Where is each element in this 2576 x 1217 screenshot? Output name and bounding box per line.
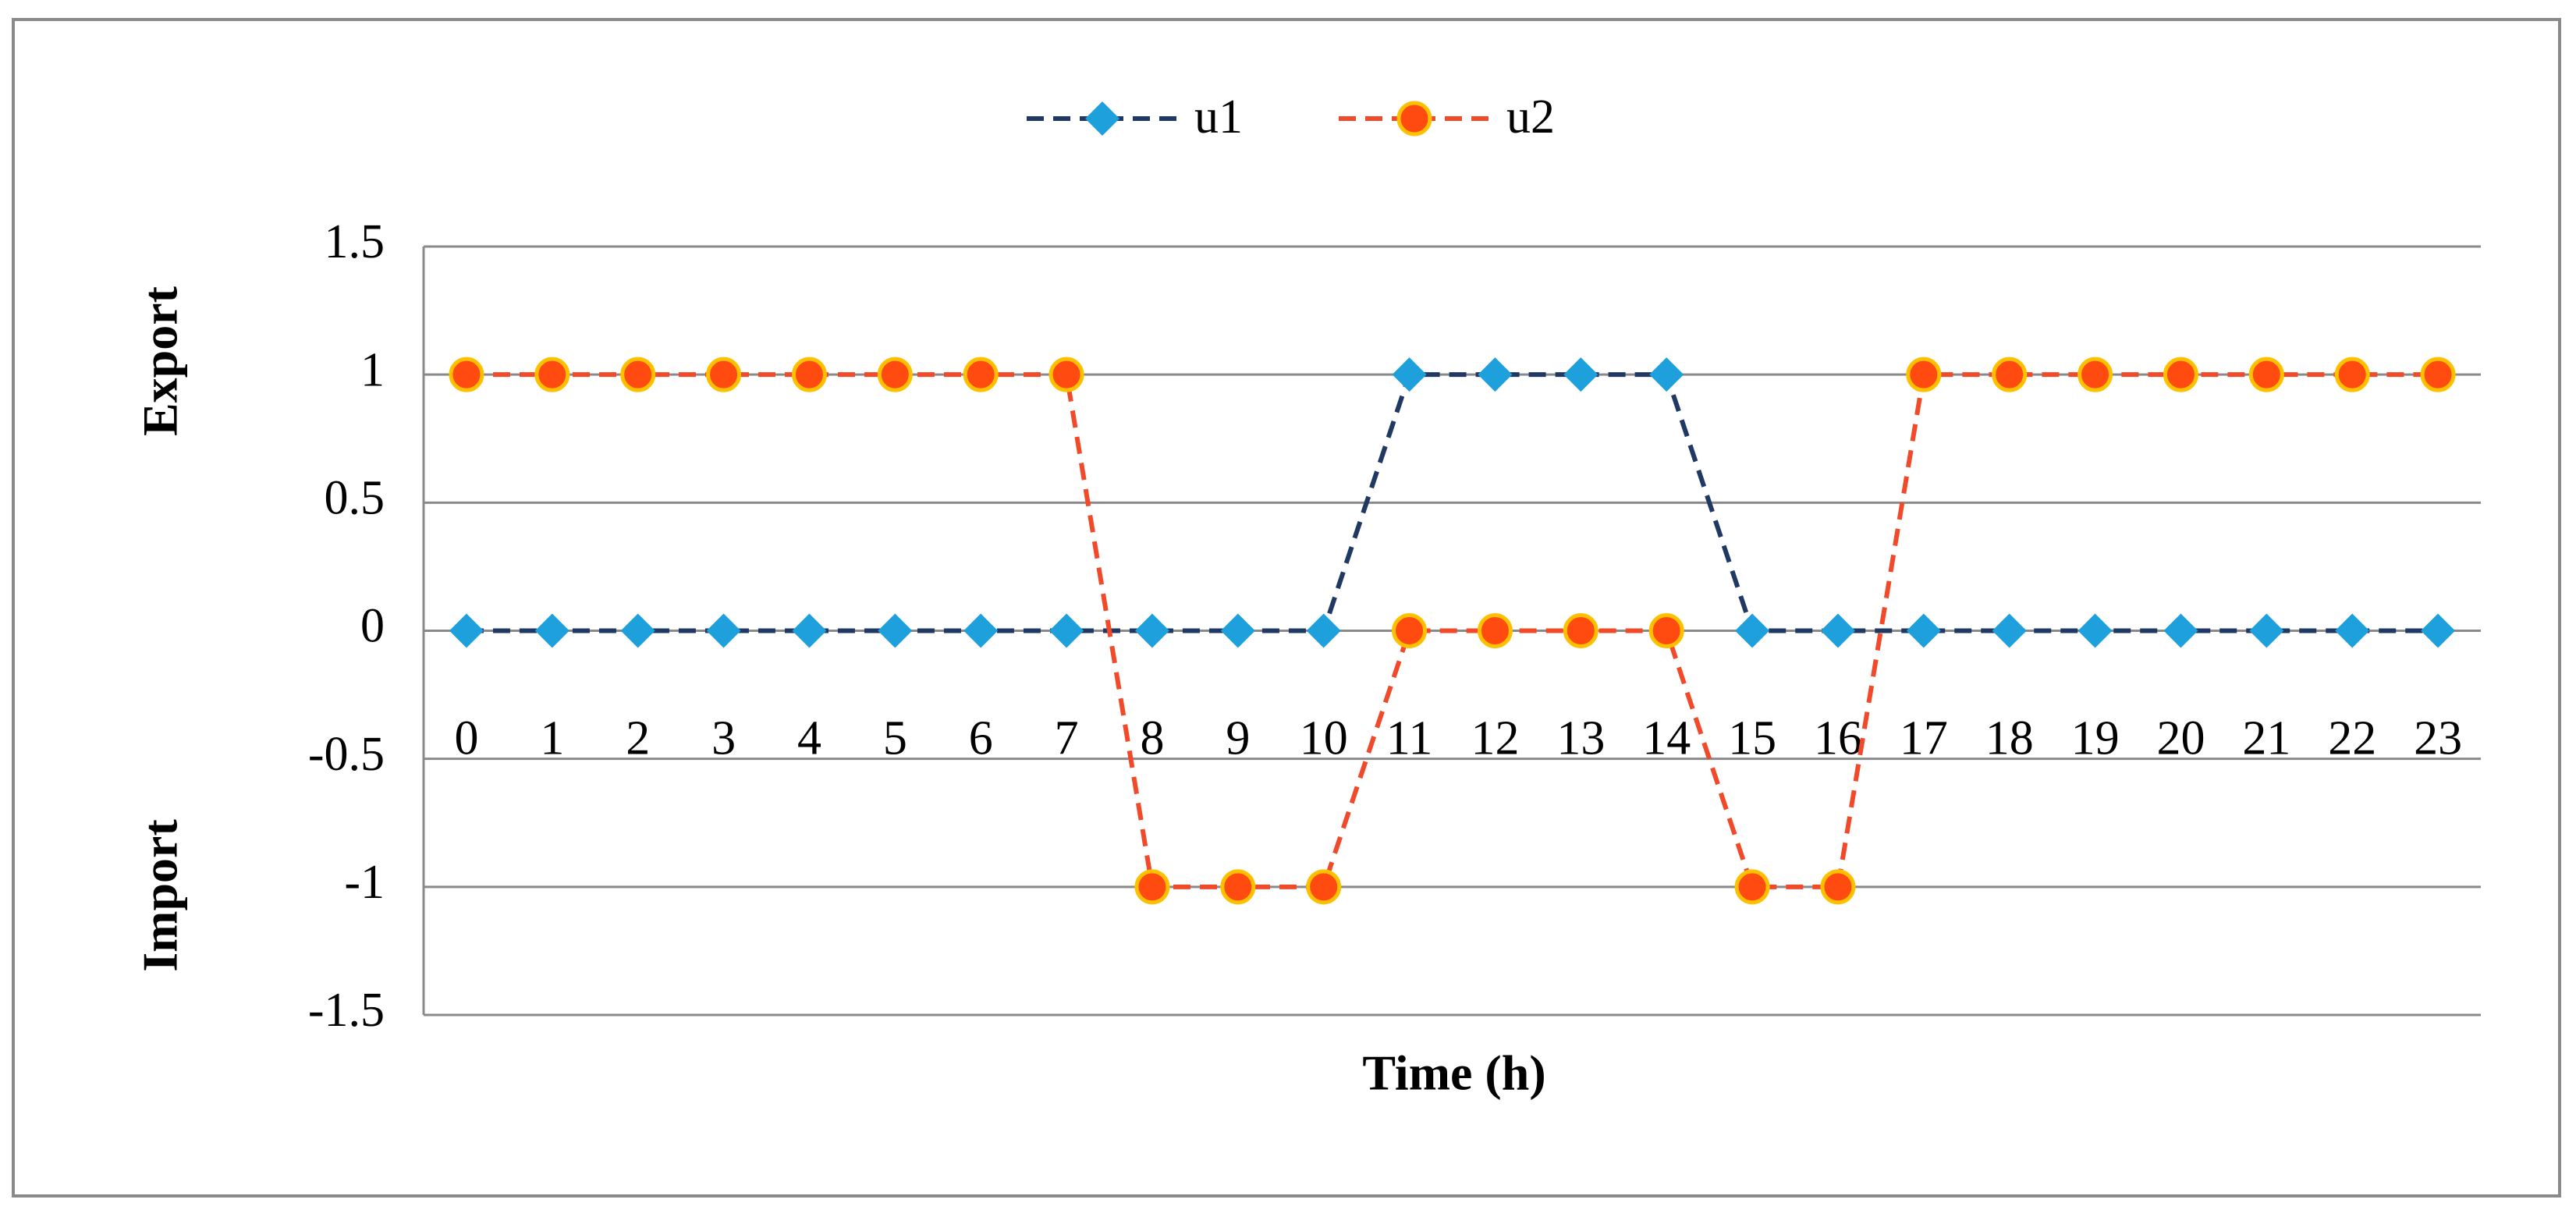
x-tick-label: 5 <box>883 712 907 765</box>
point <box>1906 613 1941 648</box>
point <box>2249 613 2284 648</box>
x-tick-label: 9 <box>1226 712 1250 765</box>
point <box>2163 357 2198 392</box>
point <box>2163 613 2198 648</box>
point <box>2248 357 2284 392</box>
x-tick-label: 1 <box>540 712 564 765</box>
point <box>878 613 913 648</box>
x-tick-label: 7 <box>1055 712 1079 765</box>
y-tick-label: 1.5 <box>325 215 385 268</box>
point <box>706 613 741 648</box>
point <box>2420 357 2456 392</box>
point <box>620 357 656 392</box>
x-tick-label: 2 <box>626 712 650 765</box>
point <box>963 613 999 648</box>
x-tick-label: 6 <box>969 712 993 765</box>
x-tick-label: 15 <box>1728 712 1776 765</box>
y-axis-title: Export <box>133 286 188 436</box>
x-tick-label: 22 <box>2328 712 2376 765</box>
point <box>877 357 913 392</box>
point <box>1306 869 1342 905</box>
x-tick-label: 21 <box>2242 712 2290 765</box>
point <box>1992 613 2027 648</box>
y-tick-label: 0 <box>360 600 385 653</box>
point <box>1478 357 1513 392</box>
point <box>1906 357 1942 392</box>
point <box>534 357 570 392</box>
point <box>1563 357 1598 392</box>
point <box>2335 613 2370 648</box>
x-tick-label: 16 <box>1814 712 1862 765</box>
x-tick-label: 10 <box>1300 712 1348 765</box>
y-tick-label: 0.5 <box>325 472 385 525</box>
x-tick-label: 3 <box>711 712 736 765</box>
point <box>2334 357 2370 392</box>
legend-label: u1 <box>1194 90 1243 144</box>
legend-label: u2 <box>1506 90 1555 144</box>
point <box>1392 357 1427 392</box>
point <box>449 613 484 648</box>
point <box>1648 613 1684 648</box>
point <box>1820 869 1856 905</box>
x-tick-label: 17 <box>1900 712 1948 765</box>
x-tick-label: 18 <box>1985 712 2034 765</box>
point <box>1820 613 1855 648</box>
y-tick-label: -1 <box>344 856 385 909</box>
x-tick-label: 11 <box>1386 712 1433 765</box>
x-tick-label: 12 <box>1471 712 1519 765</box>
point <box>620 613 655 648</box>
point <box>1649 357 1684 392</box>
point <box>791 357 827 392</box>
point <box>2077 357 2113 392</box>
y-tick-label: 1 <box>360 343 385 396</box>
legend-marker <box>1396 101 1432 137</box>
point <box>1134 613 1169 648</box>
x-tick-label: 13 <box>1556 712 1605 765</box>
point <box>1392 613 1428 648</box>
x-axis-title: Time (h) <box>1362 1045 1545 1101</box>
x-tick-label: 23 <box>2414 712 2462 765</box>
point <box>706 357 742 392</box>
x-tick-label: 4 <box>797 712 821 765</box>
point <box>2077 613 2113 648</box>
point <box>534 613 569 648</box>
point <box>1134 869 1170 905</box>
legend-marker <box>1085 101 1119 136</box>
y-tick-label: -0.5 <box>308 728 385 781</box>
y-tick-label: -1.5 <box>308 984 385 1037</box>
x-tick-label: 0 <box>454 712 478 765</box>
point <box>1306 613 1341 648</box>
point <box>963 357 999 392</box>
point <box>449 357 484 392</box>
chart-border <box>12 18 2561 1197</box>
point <box>1220 613 1255 648</box>
x-tick-label: 20 <box>2156 712 2205 765</box>
point <box>2421 613 2456 648</box>
point <box>1048 357 1084 392</box>
point <box>1734 869 1770 905</box>
point <box>1992 357 2028 392</box>
point <box>1049 613 1084 648</box>
point <box>1563 613 1598 648</box>
point <box>792 613 827 648</box>
x-tick-label: 14 <box>1642 712 1691 765</box>
point <box>1477 613 1513 648</box>
point <box>1220 869 1256 905</box>
x-tick-label: 19 <box>2071 712 2120 765</box>
y-axis-title: Import <box>133 819 188 972</box>
point <box>1735 613 1770 648</box>
x-tick-label: 8 <box>1140 712 1164 765</box>
